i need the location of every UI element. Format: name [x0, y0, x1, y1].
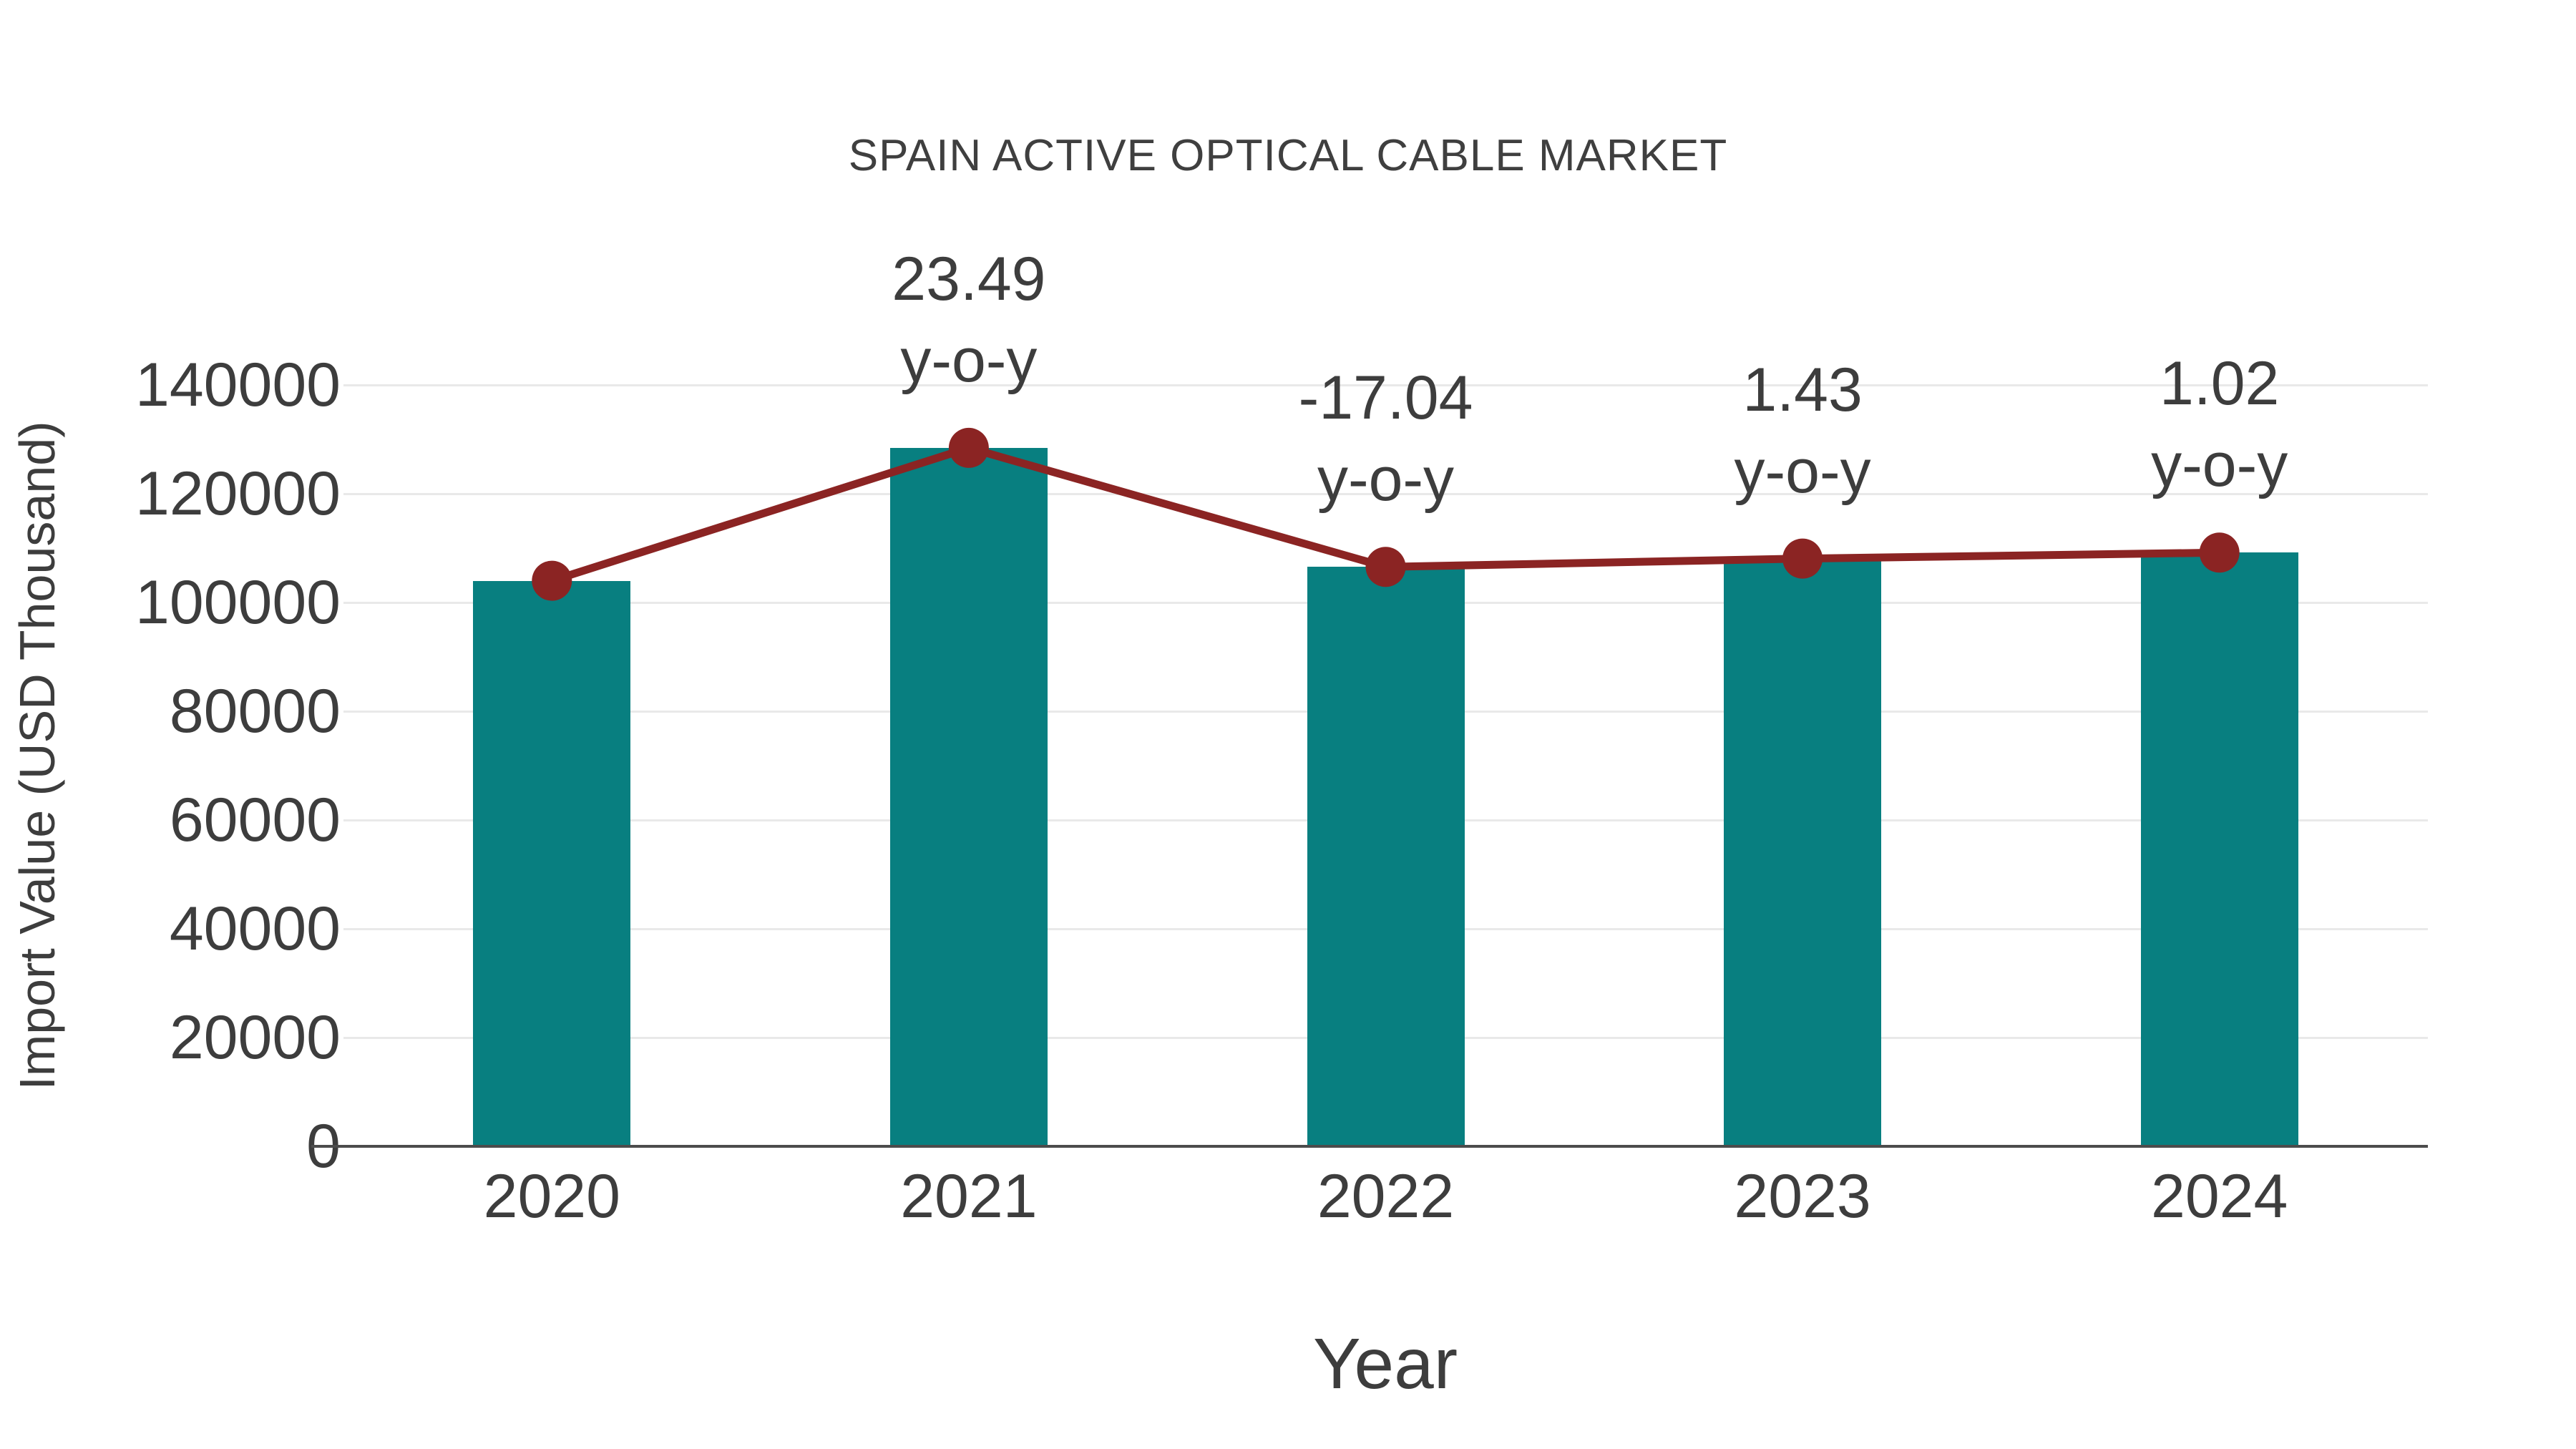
y-tick-label-80000: 80000	[169, 677, 341, 746]
bar-2022	[1307, 567, 1465, 1146]
trend-marker-2022	[1365, 547, 1406, 587]
x-axis-line	[311, 1145, 2428, 1148]
bar-2020	[473, 580, 631, 1146]
annotation-suffix: y-o-y	[2151, 431, 2288, 500]
chart-title: SPAIN ACTIVE OPTICAL CABLE MARKET	[848, 131, 1728, 180]
x-tick-label-2021: 2021	[900, 1162, 1038, 1231]
y-tick-label-40000: 40000	[169, 894, 341, 963]
bar-2023	[1724, 558, 1882, 1146]
bar-2021	[889, 447, 1048, 1146]
annotation-2024: 1.02 y-o-y	[1998, 343, 2441, 506]
annotation-2021: 23.49 y-o-y	[747, 238, 1191, 401]
bar-2024	[2140, 552, 2298, 1146]
y-tick-label-120000: 120000	[135, 459, 341, 528]
trend-marker-2020	[532, 560, 572, 601]
annotation-value: -17.04	[1298, 364, 1473, 433]
x-tick-label-2023: 2023	[1734, 1162, 1871, 1231]
annotation-suffix: y-o-y	[1734, 436, 1871, 506]
annotation-value: 1.02	[2159, 349, 2280, 419]
trend-marker-2023	[1782, 538, 1823, 579]
y-tick-label-20000: 20000	[169, 1003, 341, 1072]
trend-marker-2021	[948, 427, 989, 468]
annotation-value: 23.49	[892, 244, 1046, 313]
annotation-value: 1.43	[1742, 355, 1863, 424]
x-tick-label-2022: 2022	[1317, 1162, 1455, 1231]
y-tick-label-140000: 140000	[135, 351, 341, 419]
x-tick-label-2020: 2020	[483, 1162, 620, 1231]
annotation-suffix: y-o-y	[900, 326, 1038, 395]
trend-marker-2024	[2199, 532, 2240, 573]
y-tick-label-60000: 60000	[169, 786, 341, 854]
x-axis-title: Year	[1312, 1324, 1458, 1404]
gridline-y-120000	[343, 492, 2428, 495]
annotation-suffix: y-o-y	[1317, 445, 1455, 514]
annotation-2022: -17.04 y-o-y	[1164, 357, 1608, 520]
gridline-y-140000	[343, 384, 2428, 386]
annotation-2023: 1.43 y-o-y	[1581, 349, 2024, 512]
y-tick-label-100000: 100000	[135, 568, 341, 637]
x-tick-label-2024: 2024	[2151, 1162, 2288, 1231]
